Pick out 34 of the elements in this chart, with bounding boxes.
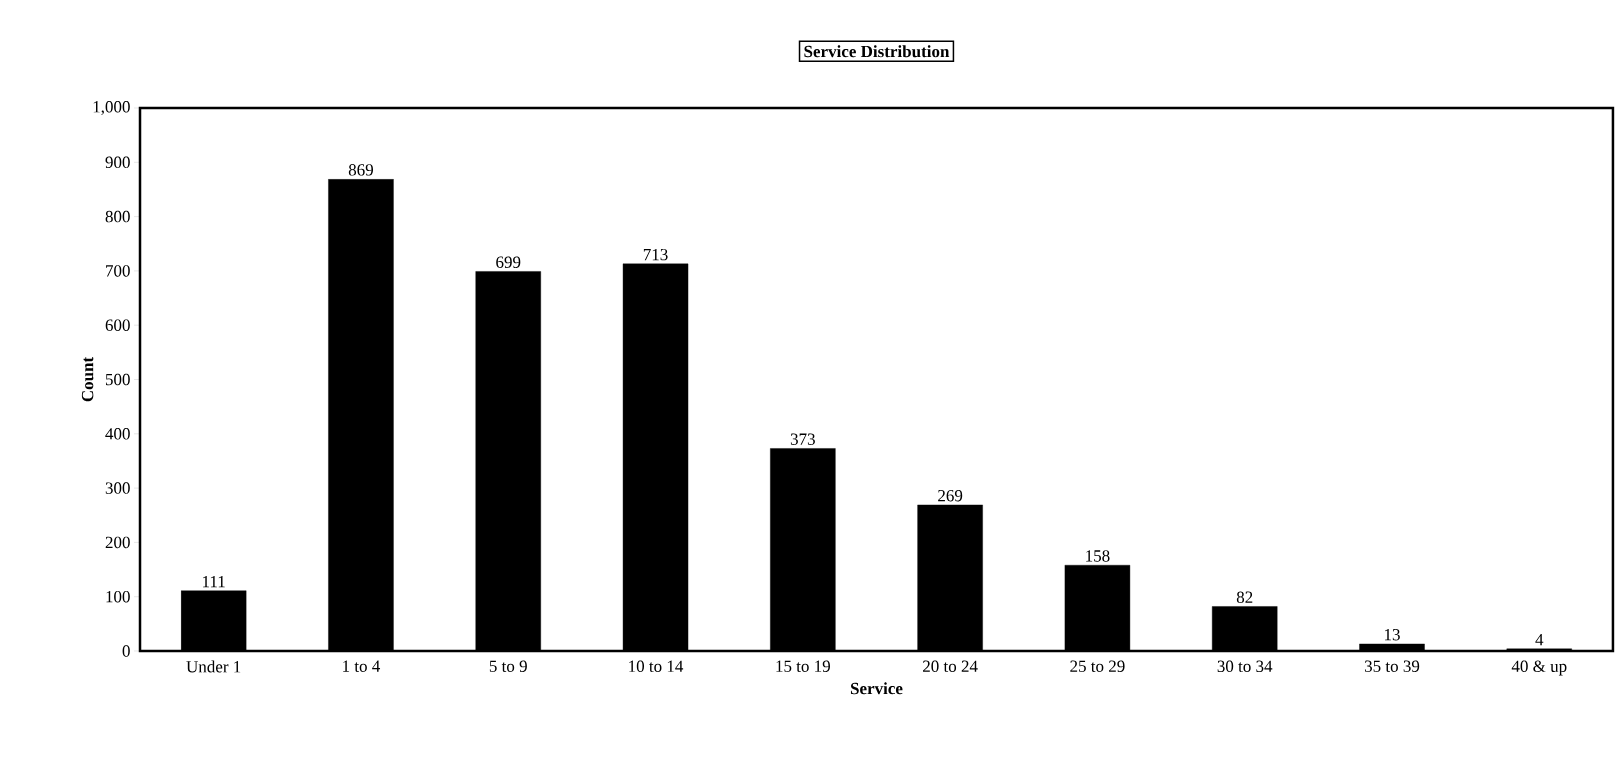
data-label: 158 xyxy=(1086,550,1110,562)
x-tick-label: 30 to 34 xyxy=(1217,660,1273,673)
data-label: 699 xyxy=(496,256,521,268)
x-tick-label: 20 to 24 xyxy=(923,660,978,673)
y-tick-label: 300 xyxy=(105,482,130,494)
x-tick-label: 5 to 9 xyxy=(489,660,527,672)
data-label: 713 xyxy=(643,248,668,261)
x-tick-label: 25 to 29 xyxy=(1070,660,1125,672)
data-label: 4 xyxy=(1535,634,1544,646)
x-tick-label: 10 to 14 xyxy=(629,660,684,673)
y-tick-label: 1,000 xyxy=(93,101,130,115)
data-label: 869 xyxy=(348,164,374,176)
y-tick-label: 800 xyxy=(105,210,130,223)
x-tick-label: Under 1 xyxy=(186,660,241,673)
x-tick-label: 1 to 4 xyxy=(343,660,381,672)
data-label: 111 xyxy=(203,575,225,588)
y-tick-label: 200 xyxy=(105,536,130,549)
data-label: 269 xyxy=(938,489,963,502)
y-tick-label: 700 xyxy=(106,265,130,277)
y-tick-label: 0 xyxy=(122,645,130,657)
data-label: 13 xyxy=(1385,628,1400,641)
data-label: 82 xyxy=(1236,591,1253,603)
chart-title: Service Distribution xyxy=(804,45,950,58)
y-axis-title: Count xyxy=(81,356,94,402)
x-axis-title: Service xyxy=(850,682,903,695)
x-tick-label: 15 to 19 xyxy=(776,660,830,672)
x-tick-label: 35 to 39 xyxy=(1364,660,1420,672)
data-label: 373 xyxy=(790,433,815,445)
y-tick-label: 600 xyxy=(105,319,130,331)
y-tick-label: 100 xyxy=(106,590,130,603)
x-tick-label: 40 & up xyxy=(1511,660,1567,676)
y-tick-label: 500 xyxy=(105,373,130,386)
y-tick-label: 400 xyxy=(105,428,130,440)
y-tick-label: 900 xyxy=(105,156,130,169)
